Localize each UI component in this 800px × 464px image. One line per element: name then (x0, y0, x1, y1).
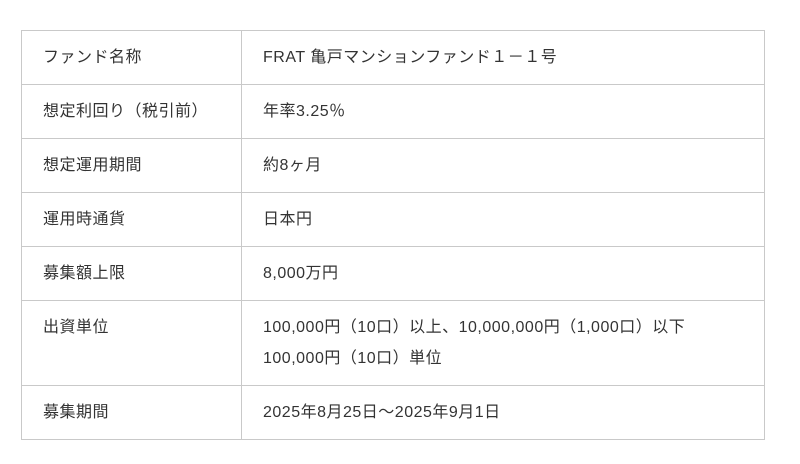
table-row-operation-period: 想定運用期間 約8ヶ月 (21, 138, 765, 193)
row-label: 想定利回り（税引前） (21, 84, 242, 139)
row-label: 募集期間 (21, 385, 242, 440)
row-label: 想定運用期間 (21, 138, 242, 193)
row-value: 約8ヶ月 (241, 138, 765, 193)
table-row-offering-cap: 募集額上限 8,000万円 (21, 246, 765, 301)
value-line: 100,000円（10口）単位 (263, 350, 443, 367)
table-row-offering-period: 募集期間 2025年8月25日～2025年9月1日 (21, 385, 765, 440)
row-label: 募集額上限 (21, 246, 242, 301)
row-value: 日本円 (241, 192, 765, 247)
value-line: 2025年8月25日～2025年9月1日 (263, 404, 501, 421)
value-line: 100,000円（10口）以上、10,000,000円（1,000口）以下 (263, 319, 686, 336)
table-row-investment-unit: 出資単位 100,000円（10口）以上、10,000,000円（1,000口）… (21, 300, 765, 386)
value-line: 約8ヶ月 (263, 157, 322, 174)
row-label: ファンド名称 (21, 30, 242, 85)
row-label: 出資単位 (21, 300, 242, 386)
row-value: 8,000万円 (241, 246, 765, 301)
table-row-currency: 運用時通貨 日本円 (21, 192, 765, 247)
value-line: 日本円 (263, 211, 313, 228)
table-row-expected-yield: 想定利回り（税引前） 年率3.25％ (21, 84, 765, 139)
row-value: FRAT 亀戸マンションファンド１－１号 (241, 30, 765, 85)
value-line: 8,000万円 (263, 265, 339, 282)
fund-info-table: ファンド名称 FRAT 亀戸マンションファンド１－１号 想定利回り（税引前） 年… (21, 30, 765, 440)
value-line: FRAT 亀戸マンションファンド１－１号 (263, 49, 558, 66)
row-value: 年率3.25％ (241, 84, 765, 139)
row-value: 100,000円（10口）以上、10,000,000円（1,000口）以下 10… (241, 300, 765, 386)
row-value: 2025年8月25日～2025年9月1日 (241, 385, 765, 440)
value-line: 年率3.25％ (263, 103, 346, 120)
table-row-fund-name: ファンド名称 FRAT 亀戸マンションファンド１－１号 (21, 30, 765, 85)
row-label: 運用時通貨 (21, 192, 242, 247)
